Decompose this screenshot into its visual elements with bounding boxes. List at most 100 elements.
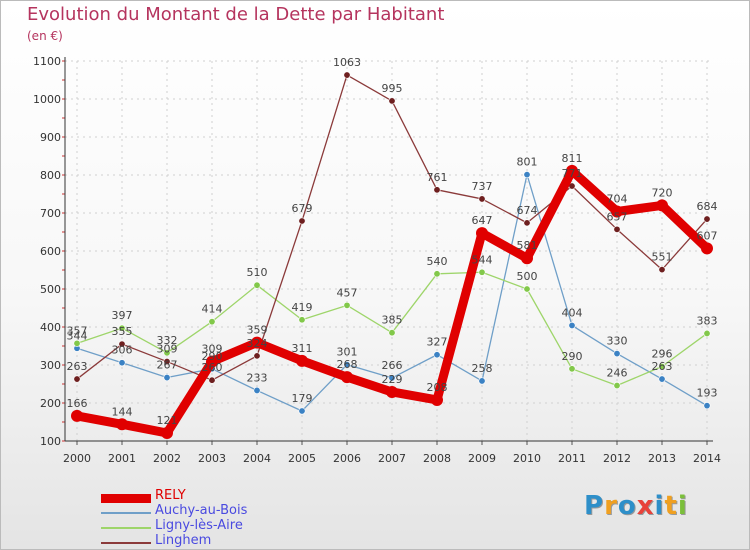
data-point-linghem [523,219,531,227]
data-point-auchy-au-bois [343,361,351,369]
chart-subtitle: (en €) [27,29,63,43]
data-label-ligny-l-s-aire: 332 [157,334,178,347]
legend-swatch [101,512,151,514]
y-tick-label: 1100 [33,55,61,68]
brand-letter: P [584,491,605,521]
data-point-ligny-l-s-aire [298,316,306,324]
data-label-ligny-l-s-aire: 510 [247,266,268,279]
data-label-ligny-l-s-aire: 385 [382,314,403,327]
data-label-rely: 704 [607,192,628,205]
data-point-auchy-au-bois [658,375,666,383]
data-label-auchy-au-bois: 179 [292,392,313,405]
data-point-auchy-au-bois [118,359,126,367]
data-label-rely: 144 [112,405,133,418]
y-tick-label: 900 [40,131,61,144]
data-label-rely: 359 [247,324,268,337]
data-point-auchy-au-bois [478,377,486,385]
data-point-rely [116,418,128,431]
data-label-linghem: 551 [652,251,673,264]
data-label-linghem: 1063 [333,56,361,69]
data-point-ligny-l-s-aire [118,324,126,332]
data-label-auchy-au-bois: 327 [427,336,448,349]
brand-letter: o [617,491,637,521]
data-point-ligny-l-s-aire [208,318,216,326]
data-point-ligny-l-s-aire [568,365,576,373]
data-label-auchy-au-bois: 193 [697,387,718,400]
data-point-auchy-au-bois [703,402,711,410]
y-tick-label: 600 [40,245,61,258]
data-label-auchy-au-bois: 258 [472,362,493,375]
data-point-ligny-l-s-aire [73,339,81,347]
data-label-auchy-au-bois: 263 [652,360,673,373]
data-point-rely [206,355,218,368]
data-point-linghem [298,217,306,225]
data-point-rely [656,199,668,212]
legend-swatch [101,542,151,544]
x-tick-label: 2014 [693,452,721,465]
data-label-rely: 268 [337,358,358,371]
x-tick-label: 2001 [108,452,136,465]
data-label-ligny-l-s-aire: 246 [607,367,628,380]
data-point-auchy-au-bois [523,171,531,179]
y-tick-label: 400 [40,321,61,334]
data-point-rely [251,336,263,349]
y-tick-label: 200 [40,397,61,410]
data-label-ligny-l-s-aire: 414 [202,303,223,316]
brand-letter: r [604,491,618,521]
data-point-rely [701,242,713,255]
data-point-auchy-au-bois [298,407,306,415]
data-point-auchy-au-bois [388,374,396,382]
data-label-ligny-l-s-aire: 540 [427,255,448,268]
data-point-linghem [433,186,441,194]
y-tick-label: 300 [40,359,61,372]
data-point-ligny-l-s-aire [433,270,441,278]
data-point-ligny-l-s-aire [613,382,621,390]
data-label-linghem: 674 [517,204,538,217]
data-point-linghem [478,195,486,203]
data-label-linghem: 679 [292,202,313,215]
data-label-auchy-au-bois: 344 [67,329,88,342]
x-tick-label: 2009 [468,452,496,465]
data-point-rely [386,385,398,398]
data-point-linghem [163,358,171,366]
data-point-auchy-au-bois [613,350,621,358]
x-tick-label: 2003 [198,452,226,465]
x-tick-label: 2002 [153,452,181,465]
data-point-auchy-au-bois [163,374,171,382]
legend-swatch [101,493,151,503]
data-label-auchy-au-bois: 330 [607,335,628,348]
data-label-rely: 166 [67,397,88,410]
legend-label: RELY [155,488,186,503]
data-label-rely: 720 [652,186,673,199]
y-tick-label: 800 [40,169,61,182]
data-label-linghem: 761 [427,171,448,184]
legend-swatch [101,527,151,529]
x-tick-label: 2005 [288,452,316,465]
x-tick-label: 2000 [63,452,91,465]
data-point-linghem [253,352,261,360]
data-label-rely: 208 [427,381,448,394]
legend-label: Ligny-lès-Aire [155,518,243,533]
data-label-linghem: 260 [202,361,223,374]
data-label-auchy-au-bois: 301 [337,346,358,359]
data-label-ligny-l-s-aire: 383 [697,314,718,327]
data-point-ligny-l-s-aire [343,301,351,309]
data-point-ligny-l-s-aire [388,329,396,337]
data-label-linghem: 684 [697,200,718,213]
data-label-linghem: 737 [472,180,493,193]
data-label-auchy-au-bois: 266 [382,359,403,372]
x-tick-label: 2004 [243,452,271,465]
data-label-rely: 309 [202,343,223,356]
data-point-ligny-l-s-aire [658,363,666,371]
data-label-auchy-au-bois: 404 [562,306,583,319]
data-point-linghem [73,375,81,383]
data-label-ligny-l-s-aire: 500 [517,270,538,283]
data-point-linghem [658,266,666,274]
data-point-linghem [703,215,711,223]
data-point-ligny-l-s-aire [703,329,711,337]
x-tick-label: 2013 [648,452,676,465]
data-label-linghem: 771 [562,167,583,180]
data-label-linghem: 995 [382,82,403,95]
data-point-linghem [343,71,351,79]
y-tick-label: 500 [40,283,61,296]
